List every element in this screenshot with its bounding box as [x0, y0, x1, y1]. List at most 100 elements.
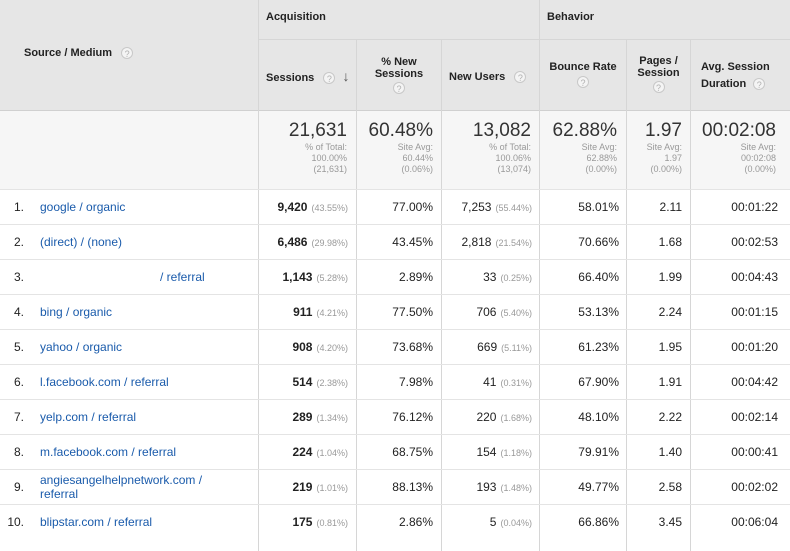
source-medium-link[interactable]: angiesangelhelpnetwork.com / referral [40, 473, 255, 501]
pages-per-session-column-header[interactable]: Pages / Session ? [627, 55, 690, 94]
row-divider [0, 294, 790, 295]
source-medium-link[interactable]: l.facebook.com / referral [40, 375, 255, 389]
new-sessions-value: 2.89% [398, 269, 433, 284]
row-divider [0, 189, 790, 190]
row-divider [0, 469, 790, 470]
bounce-rate-value: 48.10% [578, 409, 619, 424]
help-icon[interactable]: ? [577, 76, 589, 89]
totals-background [0, 110, 790, 189]
sessions-column-header[interactable]: Sessions ? ↓ [266, 68, 350, 85]
total-new-sessions-avg: 60.44% [402, 153, 433, 163]
avg-session-duration-cell: 00:02:53 [691, 235, 778, 249]
row-rank: 7. [13, 409, 24, 424]
help-icon[interactable]: ? [323, 72, 336, 85]
bounce-rate-value: 67.90% [578, 374, 619, 389]
source-medium-link[interactable]: bing / organic [40, 305, 255, 319]
new-users-percent: (55.44%) [495, 202, 532, 213]
new-sessions-value: 88.13% [392, 479, 433, 494]
new-users-percent: (0.25%) [500, 272, 532, 283]
total-sessions-value: 21,631 [288, 120, 347, 141]
pages-per-session-value: 2.11 [659, 199, 682, 214]
col-divider [356, 40, 357, 551]
new-sessions-cell: 77.50% [357, 305, 433, 319]
new-sessions-column-header[interactable]: % New Sessions ? [357, 56, 441, 95]
new-sessions-value: 43.45% [392, 234, 433, 249]
source-medium-link[interactable]: blipstar.com / referral [40, 515, 255, 529]
header-divider [0, 110, 790, 111]
row-rank-cell: 1. [0, 200, 24, 214]
row-rank: 6. [13, 374, 24, 389]
source-medium-link[interactable]: google / organic [40, 200, 255, 214]
new-sessions-cell: 2.86% [357, 515, 433, 529]
new-sessions-value: 77.50% [392, 304, 433, 319]
new-users-percent: (0.04%) [500, 517, 532, 528]
bounce-rate-cell: 49.77% [540, 480, 619, 494]
help-icon[interactable]: ? [652, 81, 665, 94]
help-icon[interactable]: ? [753, 78, 766, 91]
source-medium-link[interactable]: yelp.com / referral [40, 410, 255, 424]
total-duration-avg: 00:02:08 [740, 153, 776, 163]
total-new-users-value: 13,082 [472, 120, 531, 141]
new-sessions-cell: 2.89% [357, 270, 433, 284]
new-users-value: 41 [483, 374, 497, 389]
new-sessions-cell: 76.12% [357, 410, 433, 424]
avg-session-duration-value: 00:00:41 [731, 444, 778, 459]
new-sessions-cell: 77.00% [357, 200, 433, 214]
source-medium-link[interactable]: / referral [160, 270, 375, 284]
total-new-users-label: % of Total: [489, 142, 531, 152]
new-sessions-value: 2.86% [398, 514, 433, 529]
bounce-rate-column-header[interactable]: Bounce Rate ? [540, 61, 626, 89]
total-pages-diff: (0.00%) [650, 164, 682, 174]
sessions-cell: 514 (2.38%) [259, 375, 348, 390]
total-new-sessions-diff: (0.06%) [401, 164, 433, 174]
row-rank-cell: 2. [0, 235, 24, 249]
row-rank-cell: 10. [0, 515, 24, 529]
new-sessions-cell: 43.45% [357, 235, 433, 249]
bounce-rate-cell: 58.01% [540, 200, 619, 214]
new-users-cell: 154 (1.18%) [442, 445, 532, 460]
sessions-value: 908 [292, 339, 313, 354]
new-users-cell: 2,818 (21.54%) [442, 235, 532, 250]
bounce-rate-cell: 79.91% [540, 445, 619, 459]
new-users-value: 669 [477, 339, 498, 354]
row-rank: 4. [13, 304, 24, 319]
pages-per-session-cell: 1.95 [627, 340, 682, 354]
sessions-value: 175 [292, 514, 313, 529]
total-new-sessions: 60.48% Site Avg: 60.44% (0.06%) [357, 120, 433, 175]
new-sessions-value: 76.12% [392, 409, 433, 424]
behavior-group-label: Behavior [547, 11, 595, 23]
sessions-cell: 908 (4.20%) [259, 340, 348, 355]
avg-session-duration-cell: 00:00:41 [691, 445, 778, 459]
new-users-value: 220 [476, 409, 497, 424]
bounce-rate-value: 66.86% [578, 514, 619, 529]
source-medium-text: blipstar.com / referral [40, 514, 153, 529]
sessions-value: 219 [292, 479, 313, 494]
bounce-rate-cell: 66.40% [540, 270, 619, 284]
help-icon[interactable]: ? [121, 47, 134, 60]
bounce-rate-value: 66.40% [578, 269, 619, 284]
pages-per-session-cell: 1.99 [627, 270, 682, 284]
new-users-percent: (21.54%) [495, 237, 532, 248]
source-medium-link[interactable]: yahoo / organic [40, 340, 255, 354]
source-medium-header[interactable]: Source / Medium ? [24, 47, 134, 60]
sort-descending-icon[interactable]: ↓ [342, 68, 350, 84]
group-divider [258, 39, 790, 40]
pages-per-session-cell: 1.91 [627, 375, 682, 389]
col-divider [441, 40, 442, 551]
source-medium-link[interactable]: (direct) / (none) [40, 235, 255, 249]
new-sessions-cell: 88.13% [357, 480, 433, 494]
avg-session-duration-cell: 00:01:22 [691, 200, 778, 214]
help-icon[interactable]: ? [393, 82, 405, 95]
sessions-percent: (4.20%) [316, 342, 348, 353]
row-rank-cell: 7. [0, 410, 24, 424]
source-medium-link[interactable]: m.facebook.com / referral [40, 445, 255, 459]
row-divider [0, 364, 790, 365]
sessions-percent: (5.28%) [316, 272, 348, 283]
help-icon[interactable]: ? [514, 71, 527, 84]
col-divider [690, 40, 691, 551]
avg-session-duration-column-header[interactable]: Avg. Session Duration ? [701, 61, 770, 91]
row-rank-cell: 5. [0, 340, 24, 354]
total-duration-diff: (0.00%) [744, 164, 776, 174]
new-users-column-header[interactable]: New Users ? [449, 71, 527, 84]
